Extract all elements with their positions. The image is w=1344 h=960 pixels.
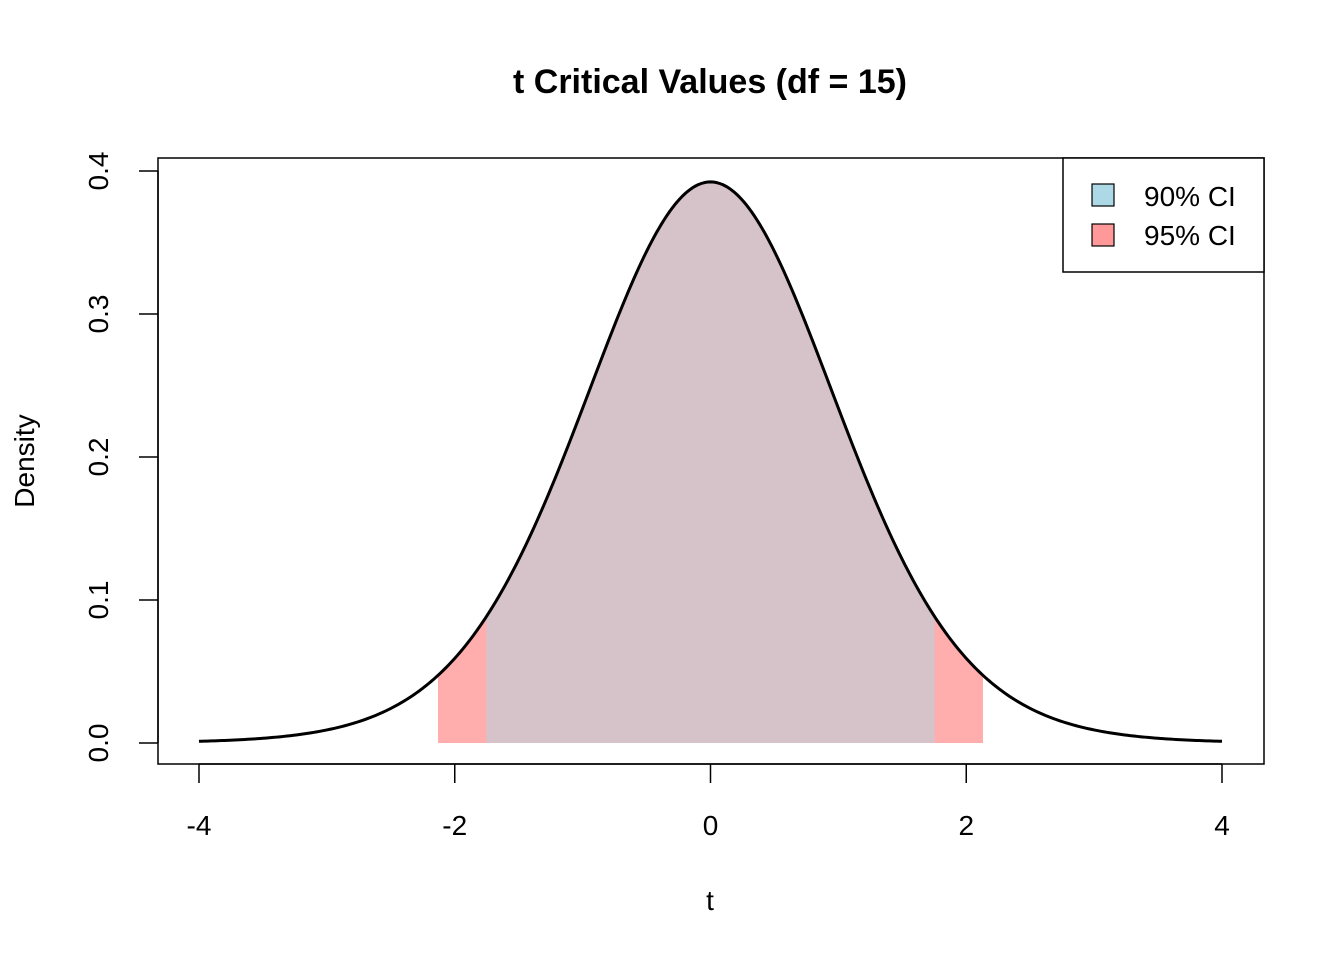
legend-swatch-90: [1091, 183, 1115, 207]
chart-title: t Critical Values (df = 15): [513, 63, 907, 101]
x-axis-label: t: [706, 885, 714, 916]
x-tick-label: 4: [1214, 810, 1230, 841]
legend-box: [1062, 157, 1265, 273]
y-tick-label: 0.0: [83, 724, 114, 763]
y-tick-label: 0.3: [83, 295, 114, 334]
x-tick-label: -2: [442, 810, 467, 841]
x-axis: -4 -2 0 2 4: [187, 763, 1230, 841]
legend-swatch-95: [1091, 223, 1115, 247]
y-tick-label: 0.4: [83, 152, 114, 191]
x-tick-label: -4: [187, 810, 212, 841]
legend: 90% CI 95% CI: [1062, 157, 1265, 273]
legend-label-95: 95% CI: [1144, 220, 1236, 251]
y-tick-label: 0.1: [83, 581, 114, 620]
y-axis-label: Density: [9, 414, 40, 507]
y-tick-label: 0.2: [83, 438, 114, 477]
ci-areas: [438, 181, 983, 743]
x-tick-label: 2: [958, 810, 974, 841]
y-axis: 0.0 0.1 0.2 0.3 0.4: [83, 152, 159, 763]
x-tick-label: 0: [703, 810, 719, 841]
legend-label-90: 90% CI: [1144, 181, 1236, 212]
density-curve: [198, 180, 1223, 743]
ci-area-90-ci: [486, 181, 935, 743]
